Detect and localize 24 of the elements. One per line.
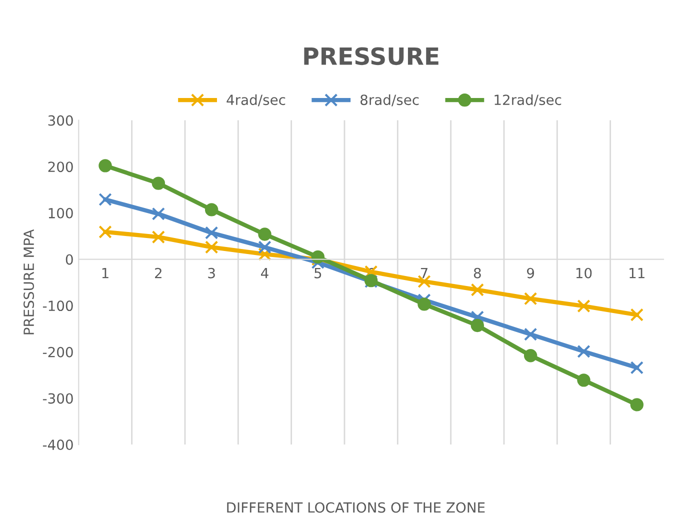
- x-tick-label: 5: [314, 268, 322, 278]
- x-axis-title: DIFFERENT LOCATIONS OF THE ZONE: [227, 502, 485, 513]
- y-tick-label: 200: [48, 162, 73, 172]
- legend-label: 12rad/sec: [494, 94, 562, 106]
- legend-label: 8rad/sec: [360, 94, 419, 106]
- x-tick-label: 7: [420, 268, 428, 278]
- y-axis-title: PRESSURE MPA: [24, 229, 34, 334]
- x-tick-label: 9: [527, 268, 534, 278]
- x-tick-label: 1: [102, 268, 108, 278]
- y-tick-label: 300: [48, 115, 73, 126]
- y-tick-label: 0: [66, 254, 73, 265]
- x-tick-label: 4: [261, 268, 268, 278]
- x-tick-label: 3: [208, 268, 215, 278]
- chart-title: PRESSURE: [304, 47, 438, 66]
- y-tick-label: -400: [42, 440, 73, 450]
- x-tick-label: 10: [576, 268, 592, 278]
- y-tick-label: -100: [42, 300, 73, 312]
- y-tick-label: 100: [48, 208, 73, 218]
- legend-label: 4rad/sec: [226, 94, 286, 106]
- y-tick-label: -200: [42, 346, 73, 358]
- x-tick-label: 8: [474, 268, 481, 278]
- x-tick-label: 11: [630, 268, 644, 278]
- y-tick-label: -300: [42, 393, 73, 404]
- x-tick-label: 2: [155, 268, 162, 278]
